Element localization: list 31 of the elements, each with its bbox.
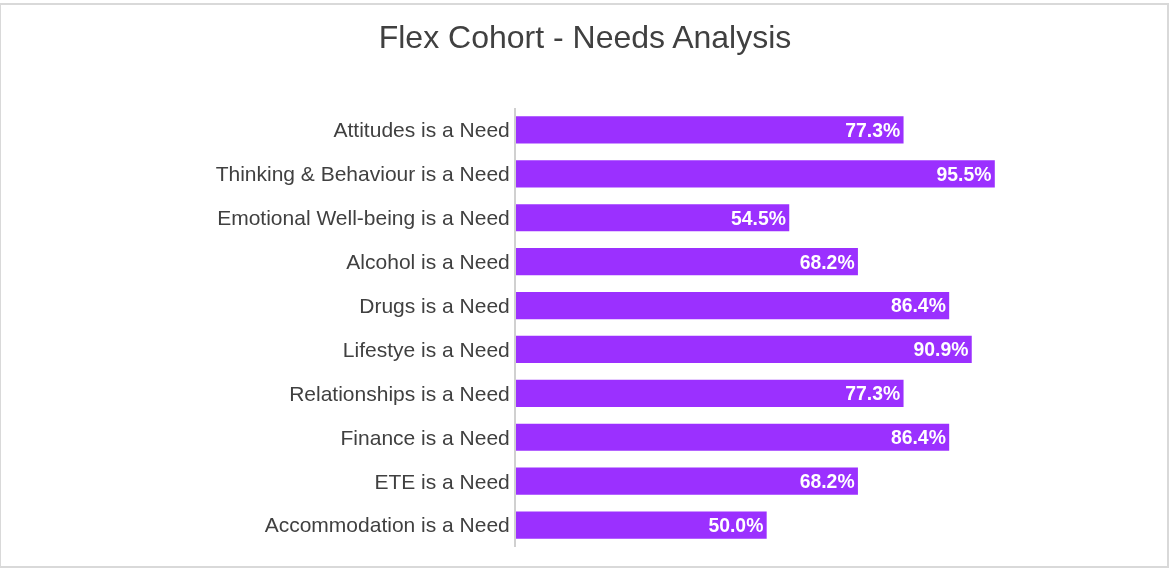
bar	[516, 116, 904, 144]
y-tick-label: Attitudes is a Need	[333, 118, 510, 142]
bar	[516, 423, 950, 451]
y-tick-label: Accommodation is a Need	[264, 513, 510, 537]
data-label: 54.5%	[731, 206, 786, 229]
y-tick-label: Relationships is a Need	[289, 381, 510, 405]
data-label: 90.9%	[913, 338, 969, 361]
bar	[516, 379, 904, 407]
data-label: 95.5%	[936, 162, 992, 185]
bar	[516, 291, 950, 320]
data-label: 86.4%	[890, 294, 946, 317]
data-label: 77.3%	[845, 118, 901, 141]
bar	[516, 248, 858, 276]
y-tick-label: Drugs is a Need	[359, 293, 510, 317]
y-tick-label: Lifestye is a Need	[342, 337, 510, 361]
bar	[516, 160, 995, 188]
y-tick-label: Alcohol is a Need	[346, 250, 510, 273]
data-label: 50.0%	[708, 513, 764, 536]
y-tick-label: ETE is a Need	[374, 469, 510, 493]
bar	[516, 467, 858, 495]
data-label: 77.3%	[845, 382, 901, 405]
data-label: 68.2%	[799, 470, 855, 493]
data-label: 86.4%	[890, 426, 946, 449]
chart-title: Flex Cohort - Needs Analysis	[378, 19, 792, 55]
bar	[516, 204, 790, 232]
y-tick-label: Finance is a Need	[340, 425, 510, 449]
bar	[516, 335, 972, 364]
y-tick-label: Thinking & Behaviour is a Need	[215, 162, 510, 186]
y-tick-label: Emotional Well-being is a Need	[217, 206, 510, 230]
data-label: 68.2%	[799, 250, 855, 273]
bar	[516, 511, 767, 539]
